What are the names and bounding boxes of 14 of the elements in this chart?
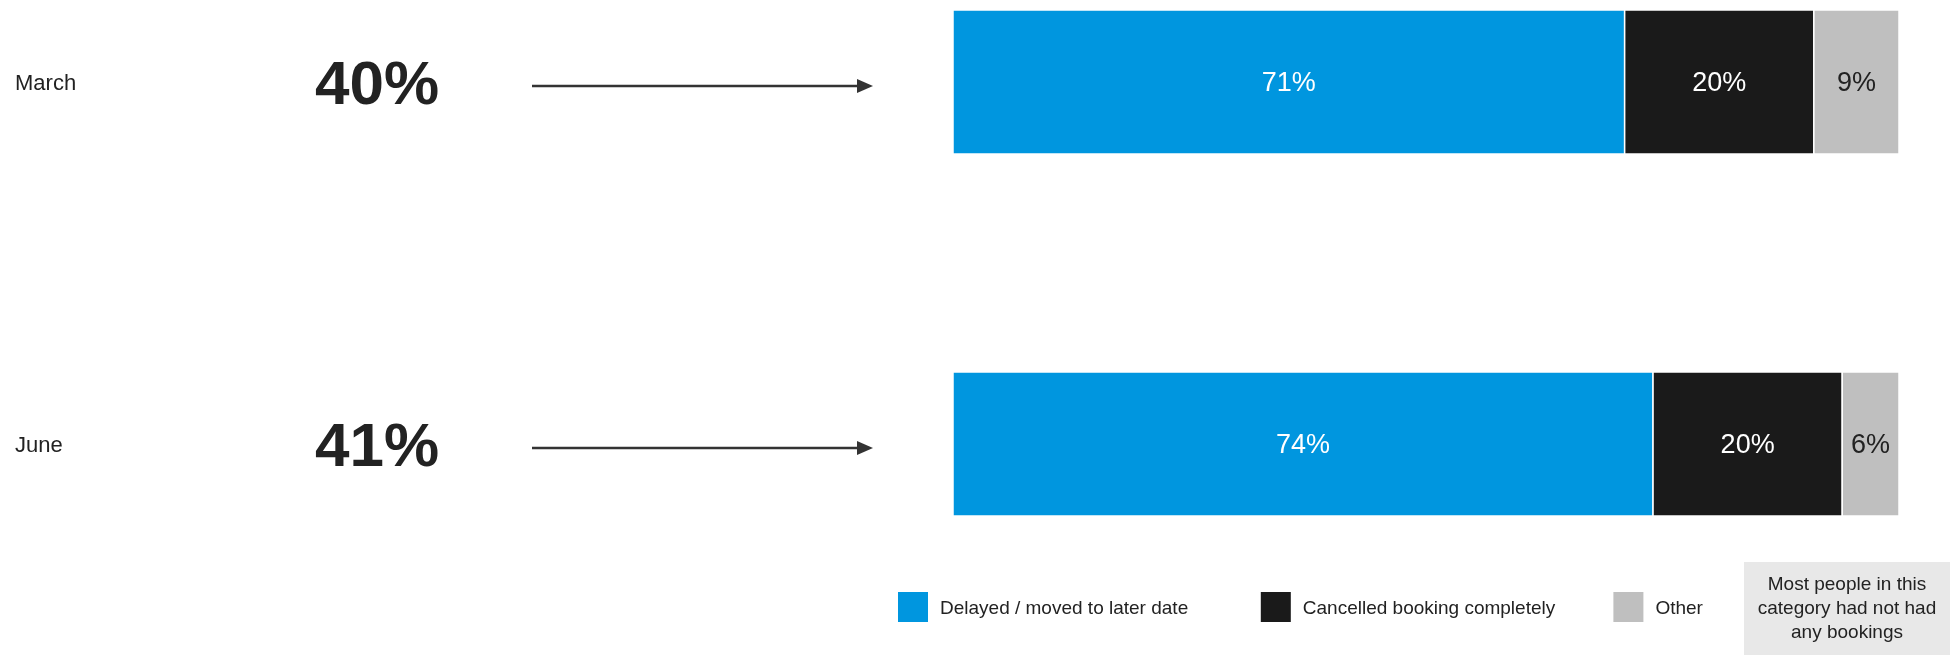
legend-label: Cancelled booking completely [1302,597,1556,618]
data-label: 20% [1720,429,1775,459]
text: 40% [315,48,440,117]
data-label: 20% [1692,67,1747,97]
y-tick-label: June [15,432,63,457]
text: 41% [315,410,440,479]
data-label: 6% [1851,429,1891,459]
data-label: 9% [1836,67,1876,97]
legend-label: Other [1655,597,1704,618]
y-tick-label: March [15,70,77,95]
annotation: Most people in this category had not had any bookings [1757,573,1937,642]
legend-label: Delayed / moved to later date [940,597,1189,618]
data-label: 74% [1276,429,1331,459]
data-label: 71% [1261,67,1316,97]
